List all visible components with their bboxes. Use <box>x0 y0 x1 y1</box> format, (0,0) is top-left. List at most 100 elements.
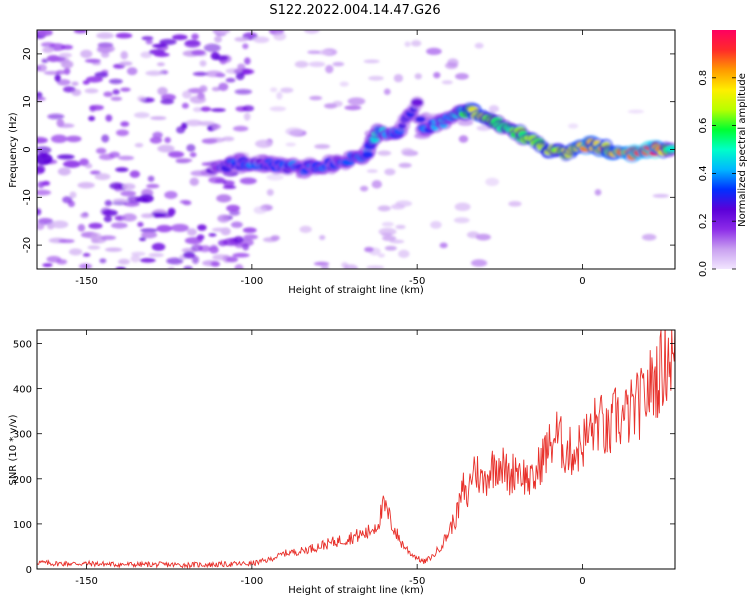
spectrogram-speckle <box>141 231 158 239</box>
colorbar-tick-label: 0.2 <box>698 213 709 229</box>
spectrogram-y-tick-label: 0 <box>22 146 33 152</box>
spectrogram-speckle <box>109 182 124 190</box>
spectrogram-speckle <box>97 44 115 53</box>
colorbar-ticks: 0.0 0.2 0.4 0.6 0.8 <box>698 70 736 277</box>
spectrogram-y-tick-label: 20 <box>22 48 33 61</box>
colorbar-label: Normalized spectral amplitude <box>737 73 748 227</box>
spectrogram-speckle <box>152 43 167 48</box>
spectrogram-speckle <box>80 212 89 219</box>
snr-y-tick-label: 500 <box>13 340 32 351</box>
spectrogram-speckle <box>172 34 188 41</box>
spectrogram-speckle <box>398 249 410 259</box>
spectrogram-speckle <box>222 185 237 190</box>
spectrogram-speckle <box>88 222 103 229</box>
spectrogram-speckle <box>454 202 471 212</box>
spectrogram-speckle <box>62 196 73 204</box>
spectrogram-speckle <box>137 95 146 102</box>
spectrogram-speckle <box>186 228 197 236</box>
spectrogram-ridge <box>411 98 423 106</box>
spectrogram-speckle <box>148 252 164 258</box>
spectrogram-speckle <box>470 259 488 267</box>
snr-x-tick-label: -150 <box>75 576 98 587</box>
colorbar-tick-label: 0.8 <box>698 70 709 86</box>
spectrogram-speckle <box>62 160 81 168</box>
spectrogram-speckle <box>37 222 45 230</box>
spectrogram-speckle <box>294 60 309 68</box>
snr-x-axis-label: Height of straight line (km) <box>288 585 424 596</box>
spectrogram-speckle <box>157 86 168 96</box>
spectrogram-speckle <box>120 87 131 92</box>
snr-x-tick-label: -100 <box>241 576 264 587</box>
spectrogram-speckle <box>199 60 207 67</box>
spectrogram-speckle <box>444 62 458 70</box>
spectrogram-speckle <box>197 224 207 231</box>
spectrogram-speckle <box>404 41 411 47</box>
spectrogram-speckle <box>243 112 251 121</box>
spectrogram-x-axis-label: Height of straight line (km) <box>288 285 424 296</box>
spectrogram-speckle <box>60 60 74 69</box>
spectrogram-speckle <box>182 90 192 99</box>
spectrogram-speckle <box>58 239 75 244</box>
spectrogram-speckle <box>280 87 294 93</box>
spectrogram-speckle <box>99 235 117 241</box>
spectrogram-speckle <box>84 88 99 94</box>
spectrogram-speckle <box>120 190 137 197</box>
spectrogram-speckle <box>154 52 170 57</box>
spectrogram-speckle <box>199 85 208 93</box>
spectrogram-speckle <box>56 118 65 127</box>
spectrogram-speckle <box>182 200 192 206</box>
spectrogram-speckle <box>395 200 413 207</box>
spectrogram-speckle <box>151 242 166 251</box>
spectrogram-speckle <box>189 152 197 158</box>
spectrogram-speckle <box>641 233 657 241</box>
spectrogram-speckle <box>366 265 385 269</box>
spectrogram-speckle <box>68 248 83 256</box>
spectrogram-speckle <box>139 237 147 242</box>
spectrogram-speckle <box>308 61 326 68</box>
spectrogram-speckle <box>567 123 579 129</box>
spectrogram-speckle <box>37 139 48 144</box>
spectrogram-speckle <box>46 255 62 263</box>
spectrogram-speckle <box>37 96 46 101</box>
spectrogram-speckle <box>108 78 123 85</box>
spectrogram-speckle <box>57 154 75 160</box>
spectrogram-speckle <box>156 224 173 233</box>
snr-frame <box>36 329 676 570</box>
spectrogram-speckle <box>100 207 112 216</box>
spectrogram-speckle <box>242 227 257 234</box>
spectrogram-speckle <box>94 71 109 78</box>
spectrogram-speckle <box>101 134 110 143</box>
spectrogram-speckle <box>381 221 394 227</box>
spectrogram-speckle <box>332 61 345 67</box>
spectrogram-speckle <box>652 193 670 198</box>
spectrogram-speckle <box>255 139 273 148</box>
spectrogram-speckle <box>270 235 280 241</box>
spectrogram-speckle <box>303 30 320 34</box>
spectrogram-speckle <box>371 180 383 189</box>
spectrogram-speckle <box>149 212 166 218</box>
spectrogram-speckle <box>37 64 47 72</box>
spectrogram-speckle <box>325 64 334 74</box>
spectrogram-speckle <box>191 244 203 252</box>
spectrogram-speckle <box>226 204 240 212</box>
spectrogram-speckle <box>347 97 366 106</box>
spectrogram-speckle <box>315 50 333 55</box>
spectrogram-speckle <box>218 82 229 91</box>
spectrogram-speckle <box>433 71 441 79</box>
spectrogram-speckle <box>276 91 283 100</box>
spectrogram-speckle <box>167 266 175 269</box>
spectrogram-speckle <box>439 242 448 249</box>
spectrogram-speckle <box>285 142 296 147</box>
spectrogram-speckle <box>253 206 267 214</box>
spectrogram-speckle <box>126 67 138 76</box>
spectrogram-speckle <box>168 151 185 158</box>
spectrogram-speckle <box>222 136 235 142</box>
spectrogram-speckle <box>189 177 199 186</box>
spectrogram-speckle <box>410 40 422 47</box>
spectrogram-speckle <box>88 115 96 121</box>
spectrogram-speckle <box>426 47 442 56</box>
spectrogram-speckle <box>458 135 469 143</box>
spectrogram-speckle <box>244 57 251 65</box>
snr-panel: -150 -100 -50 0 0 100 200 300 400 500 Height of … <box>8 329 676 596</box>
spectrogram-speckle <box>56 79 71 86</box>
